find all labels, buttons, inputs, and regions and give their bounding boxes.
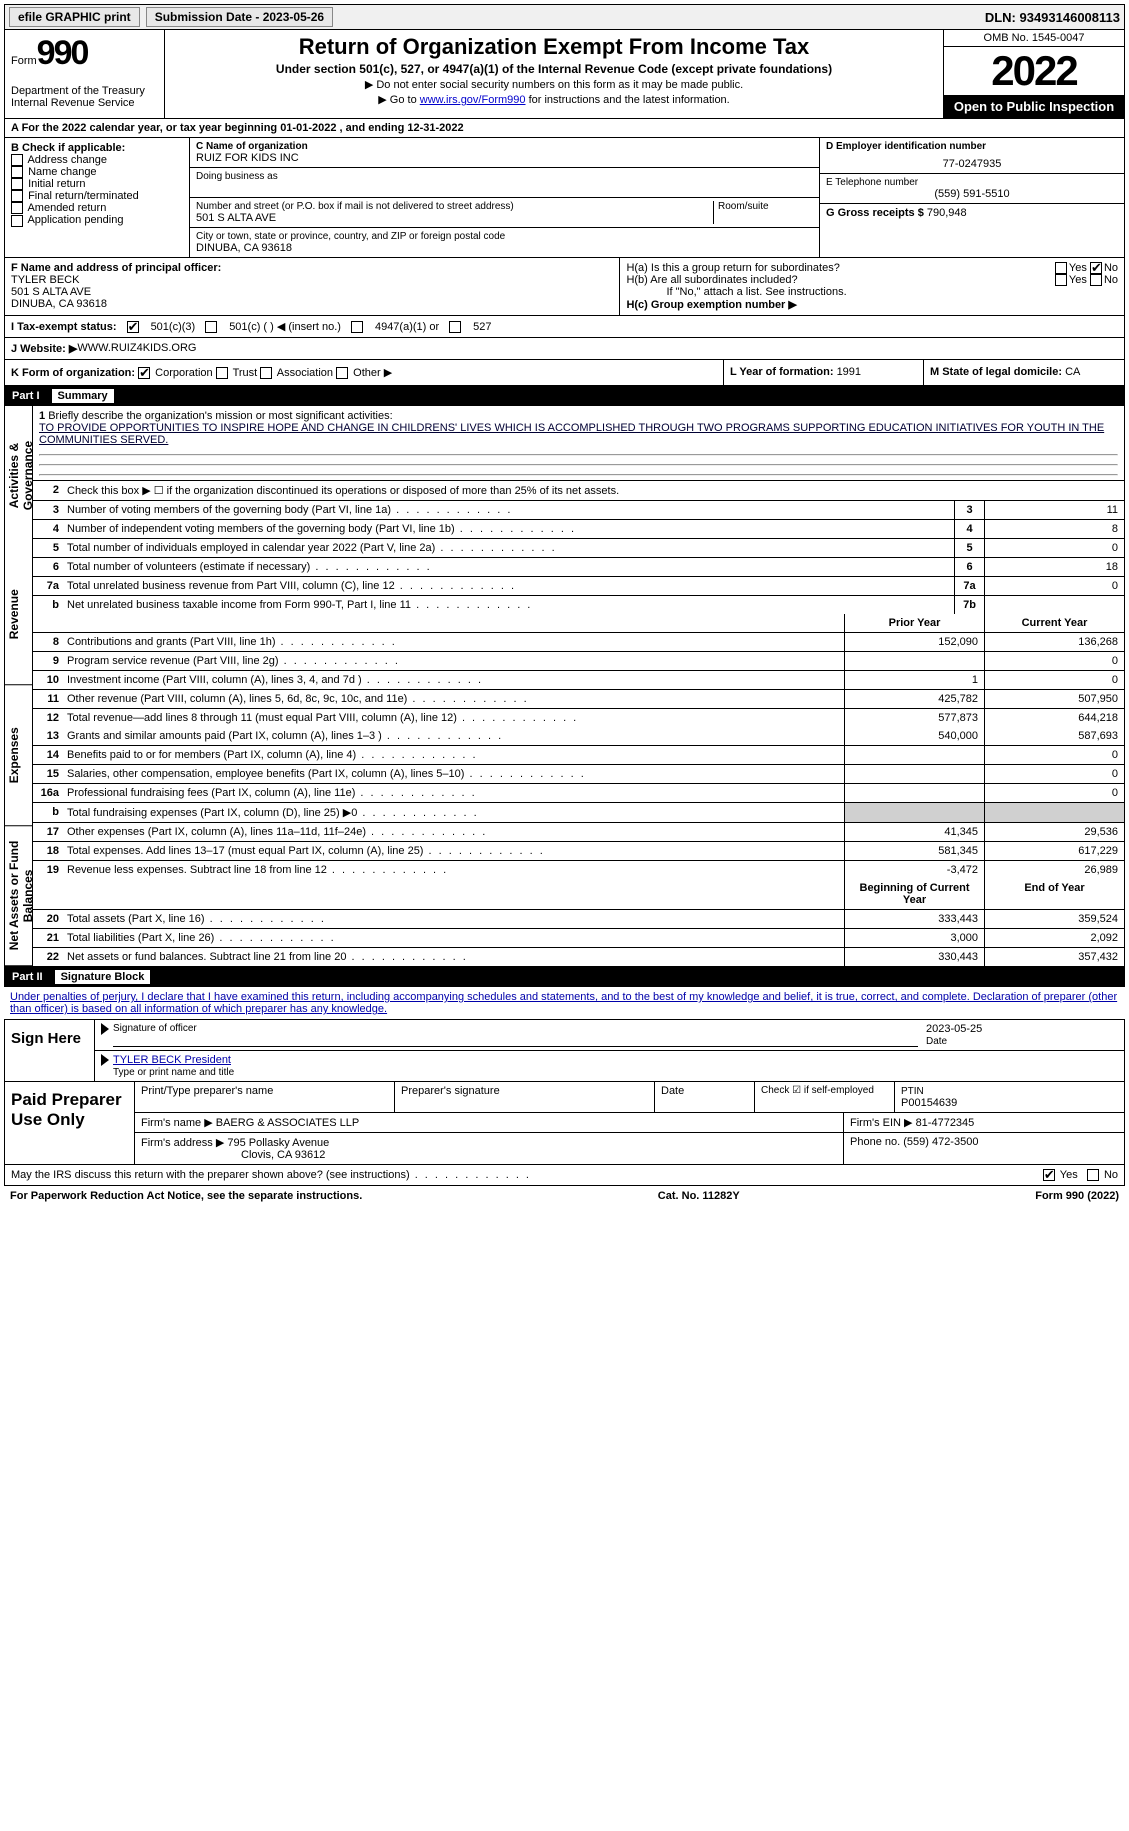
chk-final[interactable]: [11, 190, 23, 202]
summary-line: 22Net assets or fund balances. Subtract …: [33, 948, 1124, 966]
ein: 77-0247935: [826, 158, 1118, 170]
subtitle-1: Under section 501(c), 527, or 4947(a)(1)…: [175, 62, 933, 76]
summary-line: 4Number of independent voting members of…: [33, 520, 1124, 539]
chk-assoc[interactable]: [260, 367, 272, 379]
firm-name: BAERG & ASSOCIATES LLP: [216, 1117, 359, 1129]
dln: DLN: 93493146008113: [985, 10, 1120, 25]
org-address: 501 S ALTA AVE: [196, 212, 713, 224]
tax-year: 2022: [944, 47, 1124, 95]
sign-here-block: Sign Here Signature of officer 2023-05-2…: [4, 1020, 1125, 1082]
ptin: P00154639: [901, 1097, 957, 1109]
summary-line: 11Other revenue (Part VIII, column (A), …: [33, 690, 1124, 709]
summary-line: 13Grants and similar amounts paid (Part …: [33, 727, 1124, 746]
summary-line: 20Total assets (Part X, line 16)333,4433…: [33, 910, 1124, 929]
summary-line: bTotal fundraising expenses (Part IX, co…: [33, 803, 1124, 823]
part1-header: Part I Summary: [4, 386, 1125, 406]
efile-button[interactable]: efile GRAPHIC print: [9, 7, 140, 27]
paid-preparer-block: Paid Preparer Use Only Print/Type prepar…: [4, 1082, 1125, 1165]
form-header: Form990 Department of the Treasury Inter…: [4, 30, 1125, 119]
summary-line: 17Other expenses (Part IX, column (A), l…: [33, 823, 1124, 842]
discuss-yes[interactable]: [1043, 1169, 1055, 1181]
side-activities: Activities & Governance: [5, 406, 32, 545]
department: Department of the Treasury Internal Reve…: [11, 85, 158, 109]
chk-amended[interactable]: [11, 202, 23, 214]
chk-trust[interactable]: [216, 367, 228, 379]
footer-note: For Paperwork Reduction Act Notice, see …: [4, 1186, 1125, 1206]
omb-number: OMB No. 1545-0047: [944, 30, 1124, 47]
subtitle-3: ▶ Go to www.irs.gov/Form990 for instruct…: [175, 93, 933, 106]
officer-name-title: TYLER BECK President: [113, 1054, 231, 1066]
chk-501c3[interactable]: [127, 321, 139, 333]
sig-intro: Under penalties of perjury, I declare th…: [4, 987, 1125, 1020]
domicile: CA: [1065, 366, 1080, 378]
chk-501c[interactable]: [205, 321, 217, 333]
summary-line: 10Investment income (Part VIII, column (…: [33, 671, 1124, 690]
submission-date: Submission Date - 2023-05-26: [146, 7, 333, 27]
ha-yes[interactable]: [1055, 262, 1067, 274]
summary-line: bNet unrelated business taxable income f…: [33, 596, 1124, 614]
ha-no[interactable]: [1090, 262, 1102, 274]
side-expenses: Expenses: [5, 686, 32, 826]
arrow-icon: [101, 1054, 109, 1066]
side-revenue: Revenue: [5, 545, 32, 685]
section-bcdeg: B Check if applicable: Address change Na…: [4, 138, 1125, 258]
firm-ein: 81-4772345: [916, 1117, 975, 1129]
chk-pending[interactable]: [11, 215, 23, 227]
tax-exempt-status: I Tax-exempt status: 501(c)(3) 501(c) ( …: [4, 316, 1125, 338]
form-number: 990: [37, 34, 88, 72]
summary-line: 9Program service revenue (Part VIII, lin…: [33, 652, 1124, 671]
summary-line: 5Total number of individuals employed in…: [33, 539, 1124, 558]
firm-phone: (559) 472-3500: [903, 1136, 978, 1148]
side-netassets: Net Assets or Fund Balances: [5, 826, 32, 966]
year-formed: 1991: [837, 366, 861, 378]
gross-receipts: 790,948: [927, 207, 967, 219]
topbar: efile GRAPHIC print Submission Date - 20…: [4, 4, 1125, 30]
org-name: RUIZ FOR KIDS INC: [196, 152, 813, 164]
chk-527[interactable]: [449, 321, 461, 333]
b-label: B Check if applicable:: [11, 142, 125, 154]
form-title: Return of Organization Exempt From Incom…: [175, 34, 933, 60]
mission-text: TO PROVIDE OPPORTUNITIES TO INSPIRE HOPE…: [39, 422, 1104, 446]
chk-corp[interactable]: [138, 367, 150, 379]
summary-line: 3Number of voting members of the governi…: [33, 501, 1124, 520]
irs-discuss-row: May the IRS discuss this return with the…: [4, 1165, 1125, 1186]
website: WWW.RUIZ4KIDS.ORG: [77, 342, 196, 355]
dba-label: Doing business as: [196, 171, 813, 182]
section-fh: F Name and address of principal officer:…: [4, 258, 1125, 316]
summary-line: 12Total revenue—add lines 8 through 11 (…: [33, 709, 1124, 727]
discuss-no[interactable]: [1087, 1169, 1099, 1181]
chk-address[interactable]: [11, 154, 23, 166]
hb-yes[interactable]: [1055, 274, 1067, 286]
sig-date: 2023-05-25: [926, 1023, 982, 1035]
officer-name: TYLER BECK: [11, 274, 79, 286]
summary-line: 15Salaries, other compensation, employee…: [33, 765, 1124, 784]
phone: (559) 591-5510: [826, 188, 1118, 200]
part2-header: Part II Signature Block: [4, 967, 1125, 987]
form-word: Form: [11, 55, 37, 67]
summary-line: 8Contributions and grants (Part VIII, li…: [33, 633, 1124, 652]
chk-4947[interactable]: [351, 321, 363, 333]
org-city: DINUBA, CA 93618: [196, 242, 813, 254]
line-a: A For the 2022 calendar year, or tax yea…: [4, 119, 1125, 138]
chk-initial[interactable]: [11, 178, 23, 190]
arrow-icon: [101, 1023, 109, 1035]
summary-line: 19Revenue less expenses. Subtract line 1…: [33, 861, 1124, 879]
summary-line: 7aTotal unrelated business revenue from …: [33, 577, 1124, 596]
chk-name[interactable]: [11, 166, 23, 178]
website-row: J Website: ▶ WWW.RUIZ4KIDS.ORG: [4, 338, 1125, 360]
subtitle-2: ▶ Do not enter social security numbers o…: [175, 78, 933, 91]
summary-line: 16aProfessional fundraising fees (Part I…: [33, 784, 1124, 803]
summary-line: 21Total liabilities (Part X, line 26)3,0…: [33, 929, 1124, 948]
irs-link[interactable]: www.irs.gov/Form990: [420, 94, 526, 106]
summary-section: Activities & Governance Revenue Expenses…: [4, 406, 1125, 967]
summary-line: 18Total expenses. Add lines 13–17 (must …: [33, 842, 1124, 861]
hb-no[interactable]: [1090, 274, 1102, 286]
summary-line: 14Benefits paid to or for members (Part …: [33, 746, 1124, 765]
k-form-row: K Form of organization: Corporation Trus…: [4, 360, 1125, 386]
summary-line: 6Total number of volunteers (estimate if…: [33, 558, 1124, 577]
open-public: Open to Public Inspection: [944, 95, 1124, 118]
chk-other[interactable]: [336, 367, 348, 379]
